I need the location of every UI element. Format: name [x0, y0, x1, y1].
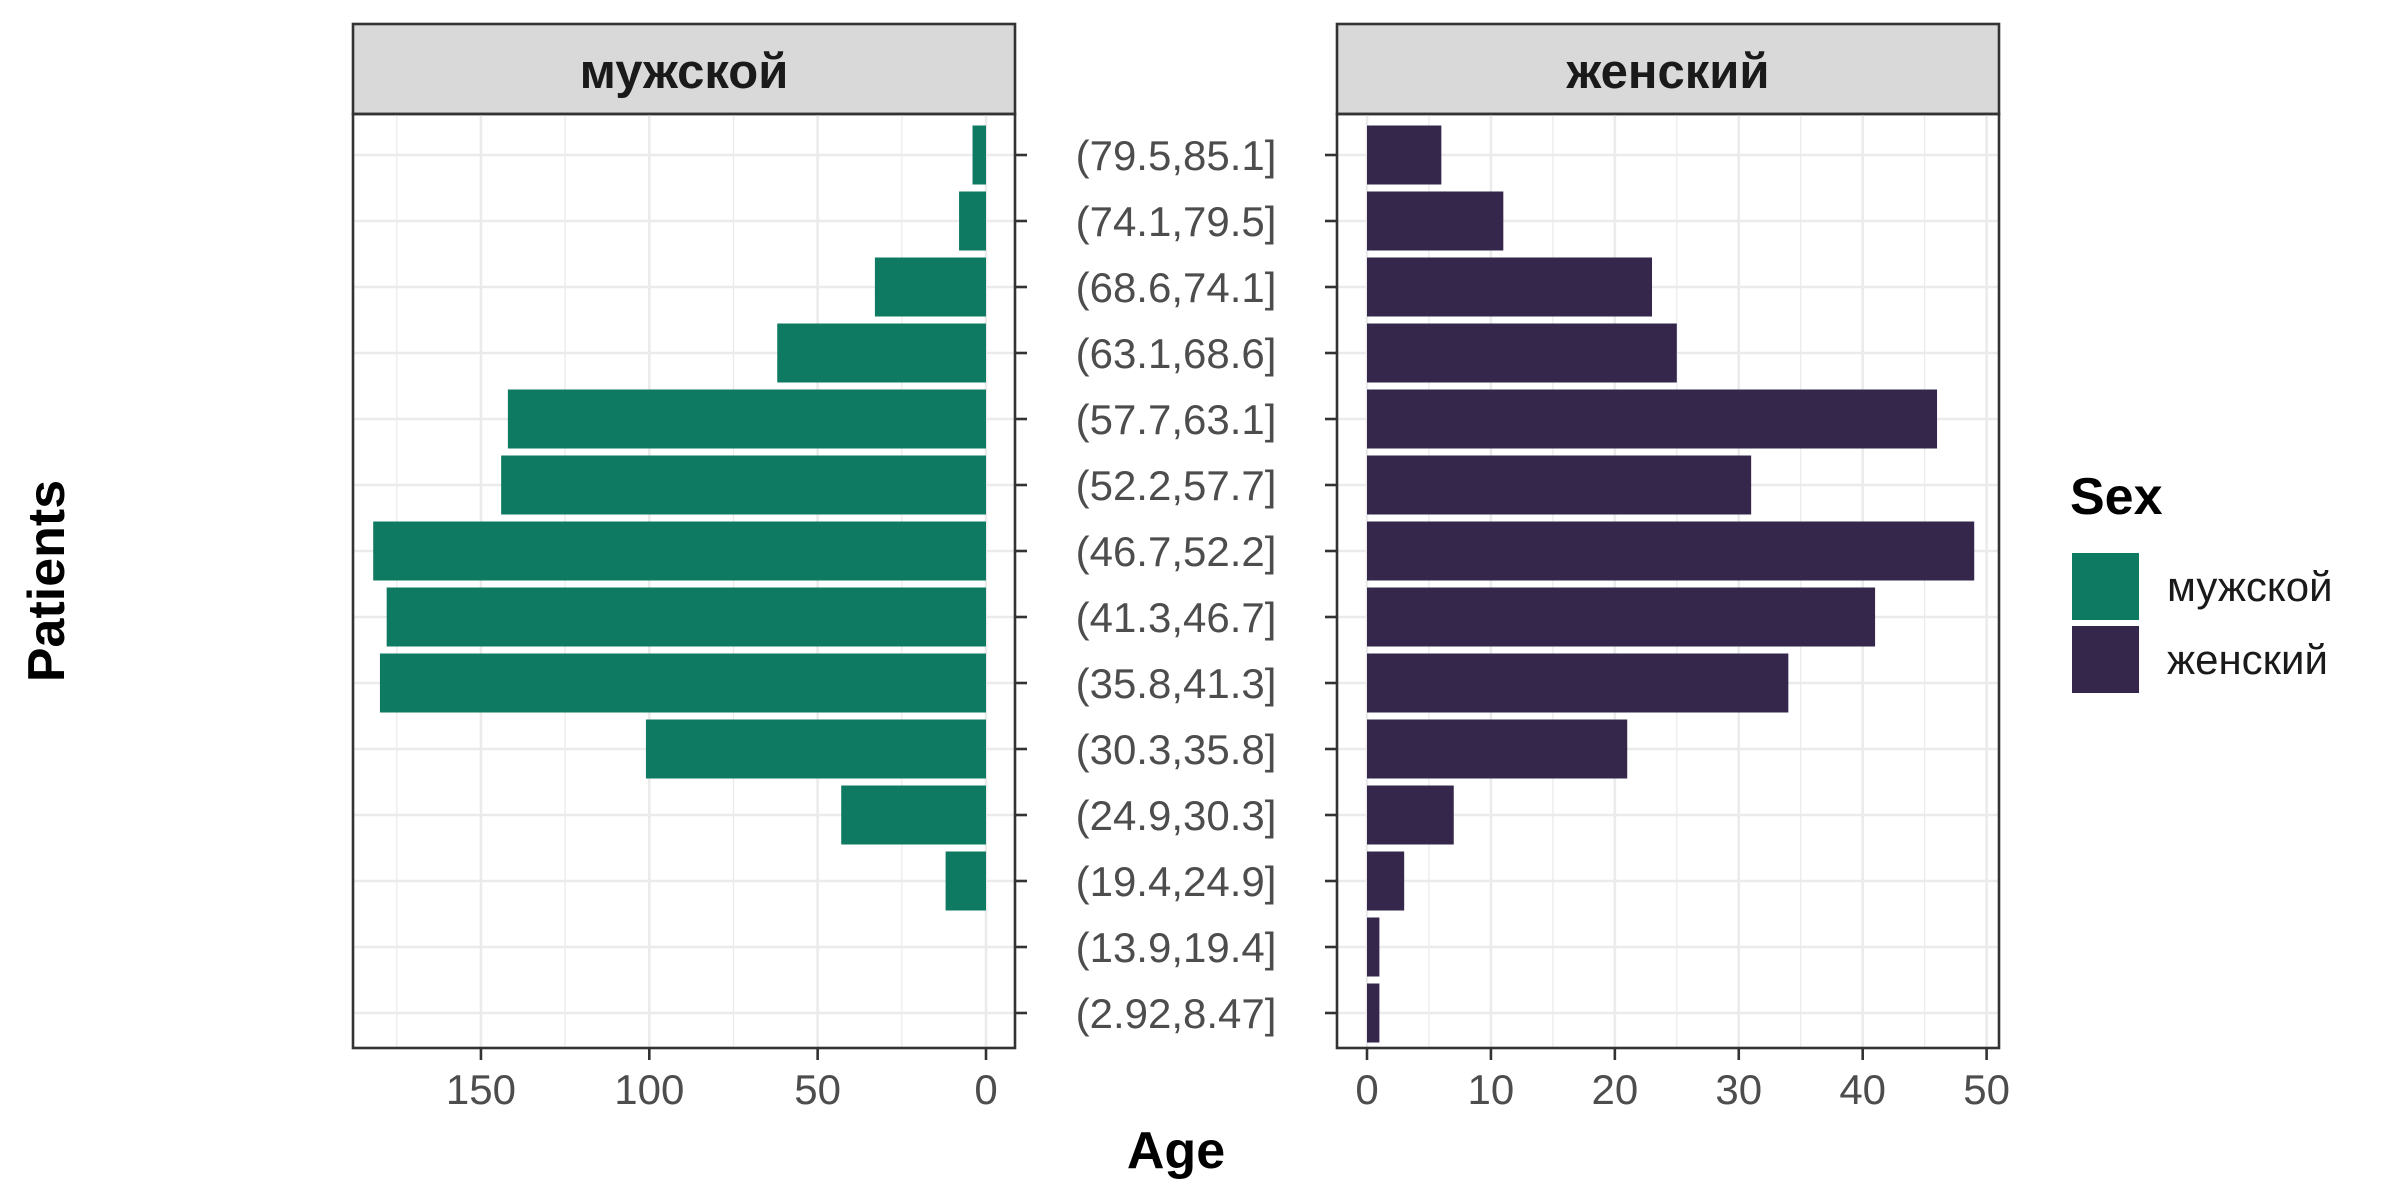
x-tick-label: 150	[446, 1066, 516, 1113]
strip-female	[1335, 22, 2001, 116]
x-tick-label: 10	[1468, 1066, 1515, 1113]
bar-male-2	[945, 851, 986, 911]
category-label: (19.4,24.9]	[1076, 858, 1277, 905]
bar-female-3	[1367, 785, 1454, 845]
bar-female-1	[1367, 917, 1380, 977]
category-label: (57.7,63.1]	[1076, 396, 1277, 443]
category-label: (68.6,74.1]	[1076, 264, 1277, 311]
bar-female-13	[1367, 125, 1442, 185]
bar-female-8	[1367, 455, 1752, 515]
bar-female-9	[1367, 389, 1938, 449]
panel-female-border	[1335, 112, 2001, 1050]
category-label: (35.8,41.3]	[1076, 660, 1277, 707]
legend-label-1: женский	[2167, 636, 2328, 683]
category-label: (30.3,35.8]	[1076, 726, 1277, 773]
category-label: (63.1,68.6]	[1076, 330, 1277, 377]
bars-male	[373, 125, 986, 911]
category-label: (41.3,46.7]	[1076, 594, 1277, 641]
legend-title: Sex	[2070, 468, 2163, 526]
legend-key-0	[2072, 553, 2139, 620]
bar-female-6	[1367, 587, 1876, 647]
x-axis-female: 0 10 20 30 40 50	[1355, 1048, 2010, 1113]
legend-key-1	[2072, 626, 2139, 693]
category-label: (24.9,30.3]	[1076, 792, 1277, 839]
bar-female-11	[1367, 257, 1653, 317]
bar-male-9	[507, 389, 986, 449]
category-label: (79.5,85.1]	[1076, 132, 1277, 179]
x-tick-label: 40	[1839, 1066, 1886, 1113]
bar-male-8	[501, 455, 986, 515]
bar-female-12	[1367, 191, 1504, 251]
x-tick-label: 100	[614, 1066, 684, 1113]
strip-female-label: женский	[1566, 45, 1770, 99]
panel-male: мужской 0 50 100 150	[351, 22, 1017, 1113]
strip-male-label: мужской	[580, 45, 789, 99]
bar-male-4	[645, 719, 986, 779]
bar-male-7	[373, 521, 986, 581]
bar-male-5	[379, 653, 986, 713]
bar-female-4	[1367, 719, 1628, 779]
x-tick-label: 50	[1963, 1066, 2010, 1113]
panel-male-border	[351, 112, 1017, 1050]
bar-male-11	[874, 257, 986, 317]
category-label: (13.9,19.4]	[1076, 924, 1277, 971]
bar-male-12	[959, 191, 986, 251]
x-tick-label: 30	[1715, 1066, 1762, 1113]
legend-label-0: мужской	[2167, 563, 2333, 610]
x-tick-label: 20	[1591, 1066, 1638, 1113]
x-axis-title: Age	[1127, 1122, 1225, 1180]
panel-female: женский 0 10 20 30 40 50	[1335, 22, 2010, 1113]
y-axis-title: Patients	[18, 480, 76, 682]
category-axis: (2.92,8.47] (13.9,19.4] (19.4,24.9] (24.9,3…	[1015, 132, 1337, 1037]
bar-female-2	[1367, 851, 1405, 911]
bar-male-13	[972, 125, 986, 185]
bar-male-6	[386, 587, 986, 647]
category-label: (74.1,79.5]	[1076, 198, 1277, 245]
bar-female-10	[1367, 323, 1677, 383]
category-label: (46.7,52.2]	[1076, 528, 1277, 575]
bars-female	[1367, 125, 1975, 1043]
bar-male-3	[841, 785, 986, 845]
legend-items: мужской женский	[2072, 553, 2333, 693]
x-tick-label: 50	[794, 1066, 841, 1113]
bar-male-10	[777, 323, 986, 383]
x-tick-label: 0	[1355, 1066, 1378, 1113]
category-label: (52.2,57.7]	[1076, 462, 1277, 509]
category-label: (2.92,8.47]	[1076, 990, 1277, 1037]
bar-female-7	[1367, 521, 1975, 581]
bar-female-5	[1367, 653, 1789, 713]
x-axis-male: 0 50 100 150	[446, 1048, 998, 1113]
strip-male	[351, 22, 1017, 116]
legend: Sex мужской женский	[2070, 468, 2333, 693]
x-tick-label: 0	[974, 1066, 997, 1113]
bar-female-0	[1367, 983, 1380, 1043]
